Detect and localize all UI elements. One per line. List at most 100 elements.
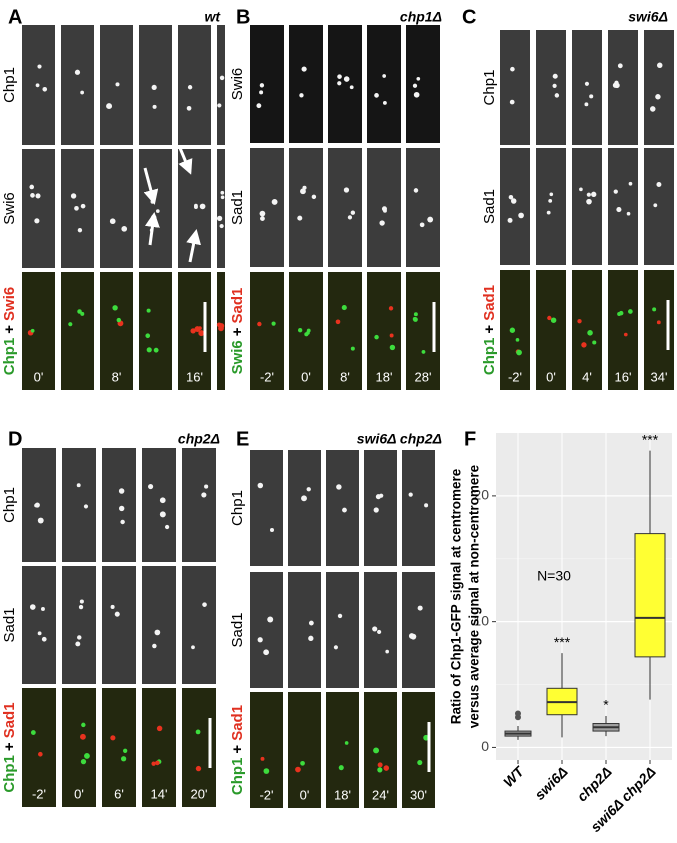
spot	[547, 315, 552, 321]
spot	[349, 85, 354, 90]
spot	[34, 218, 40, 224]
spot	[37, 517, 44, 524]
time-label: -2'	[259, 787, 273, 802]
spot	[343, 187, 350, 193]
spot	[377, 767, 383, 773]
spot	[30, 730, 36, 735]
spot	[204, 484, 209, 489]
spot	[152, 104, 157, 109]
spot	[186, 105, 192, 111]
spot	[78, 604, 84, 610]
significance: ***	[642, 431, 659, 447]
time-label: 28'	[415, 369, 432, 384]
spot	[155, 760, 160, 766]
spot	[112, 305, 118, 311]
spot	[74, 69, 81, 75]
micrograph	[500, 30, 530, 145]
spot	[154, 629, 161, 636]
outlier	[515, 710, 521, 717]
spot	[190, 328, 196, 334]
spot	[267, 616, 274, 623]
spot	[219, 224, 224, 229]
micrograph	[326, 692, 359, 808]
micrograph	[572, 30, 602, 145]
spot	[114, 611, 120, 617]
spot	[373, 507, 379, 513]
spot	[118, 488, 125, 494]
spot	[155, 209, 160, 213]
spot	[333, 645, 338, 650]
spot	[257, 321, 262, 327]
micrograph	[217, 25, 225, 145]
spot	[416, 76, 421, 81]
spot	[385, 649, 389, 654]
spot	[612, 82, 619, 88]
spot	[76, 483, 81, 488]
micrograph	[500, 148, 530, 265]
spot	[256, 103, 262, 109]
spot	[308, 620, 314, 626]
spot	[510, 198, 517, 204]
time-label: 0'	[74, 786, 84, 801]
spot	[592, 340, 597, 345]
micrograph	[536, 148, 566, 265]
channel-label: Swi6	[1, 192, 18, 225]
x-tick-label: swi6Δ	[531, 763, 570, 802]
merge-part: +	[1, 742, 18, 751]
micrograph	[289, 272, 323, 390]
spot	[74, 205, 79, 211]
panel-letter: A	[8, 6, 22, 28]
micrograph	[572, 270, 602, 390]
spot	[350, 210, 356, 215]
micrograph	[62, 566, 96, 684]
spot	[343, 76, 350, 82]
spot	[84, 753, 90, 759]
channel-label: Swi6	[229, 68, 246, 101]
merge-part: Sad1	[1, 702, 18, 738]
time-label: 6'	[114, 786, 124, 801]
micrograph	[644, 148, 674, 265]
micrograph	[406, 25, 440, 143]
spot	[617, 312, 622, 316]
spot	[552, 73, 558, 79]
spot	[120, 519, 125, 525]
spot	[164, 524, 170, 530]
spot	[216, 322, 222, 328]
genotype: swi6Δ chp2Δ	[357, 431, 442, 447]
micrograph	[100, 272, 133, 390]
spot	[151, 84, 157, 91]
panel-letter: F	[464, 428, 476, 450]
spot	[587, 330, 593, 336]
spot	[152, 643, 157, 649]
merge-part: Swi6	[229, 340, 246, 374]
time-label: 34'	[651, 369, 668, 384]
micrograph	[62, 448, 96, 562]
merge-label: Swi6 + Sad1	[229, 288, 246, 375]
micrograph	[367, 272, 401, 390]
spot	[146, 308, 151, 313]
spot	[336, 484, 342, 490]
micrograph	[289, 148, 323, 267]
spot	[413, 312, 418, 317]
micrograph	[178, 25, 211, 145]
genotype: wt	[204, 9, 221, 25]
spot	[35, 193, 41, 199]
spot	[79, 599, 84, 604]
panel-letter: C	[462, 6, 476, 28]
merge-label: Chp1 + Swi6	[1, 287, 18, 375]
micrograph	[61, 25, 94, 145]
micrograph	[217, 149, 225, 268]
merge-part: Chp1	[1, 755, 18, 793]
micrograph	[100, 149, 133, 268]
spot	[613, 189, 618, 194]
spot	[38, 751, 43, 757]
merge-part: Swi6	[1, 287, 18, 321]
spot	[30, 328, 35, 333]
micrograph	[139, 149, 172, 268]
spot	[584, 81, 590, 86]
spot	[421, 350, 426, 354]
spot	[121, 225, 128, 232]
micrograph	[328, 25, 362, 143]
spot	[626, 211, 631, 216]
